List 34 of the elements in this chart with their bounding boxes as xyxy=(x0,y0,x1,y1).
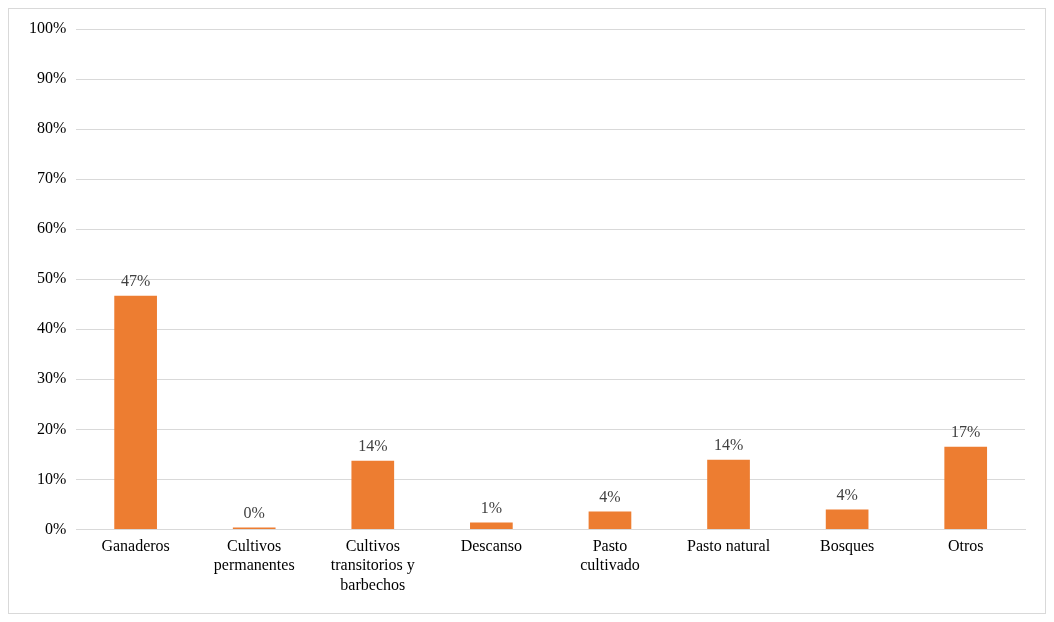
y-tick-label: 80% xyxy=(37,119,67,137)
y-tick-label: 10% xyxy=(37,469,67,487)
x-tick-label: Otros xyxy=(947,537,984,555)
x-tick-label: Ganaderos xyxy=(101,537,170,555)
y-tick-label: 50% xyxy=(37,269,67,287)
y-tick-label: 40% xyxy=(37,319,67,337)
y-tick-label: 0% xyxy=(45,519,67,537)
x-tick-label: Descanso xyxy=(460,537,523,555)
x-tick-label: Bosques xyxy=(820,537,875,556)
bar xyxy=(351,460,395,529)
bar xyxy=(588,511,632,529)
y-tick-label: 60% xyxy=(37,219,67,237)
data-label: 1% xyxy=(480,498,503,516)
y-tick-label: 100% xyxy=(29,19,67,37)
data-label: 4% xyxy=(599,487,621,505)
y-tick-label: 30% xyxy=(37,369,67,387)
y-tick-label: 20% xyxy=(37,419,67,437)
x-tick-label: Cultivos permanentes xyxy=(213,537,295,575)
bar xyxy=(944,446,988,529)
data-label: 17% xyxy=(951,423,981,441)
bar xyxy=(470,522,513,529)
x-tick-label: Cultivos transitorios y barbechos xyxy=(330,537,415,593)
x-tick-label: Pasto natural xyxy=(686,537,771,555)
bar xyxy=(114,295,157,529)
bar xyxy=(707,459,750,529)
data-label: 14% xyxy=(358,437,388,455)
bar xyxy=(825,509,869,529)
data-label: 4% xyxy=(836,485,858,503)
y-tick-label: 70% xyxy=(37,169,67,187)
data-label: 0% xyxy=(243,503,265,521)
data-label: 47% xyxy=(120,271,151,289)
y-tick-label: 90% xyxy=(37,69,67,87)
x-tick-label: Pasto cultivado xyxy=(580,537,640,574)
data-label: 14% xyxy=(713,436,744,454)
